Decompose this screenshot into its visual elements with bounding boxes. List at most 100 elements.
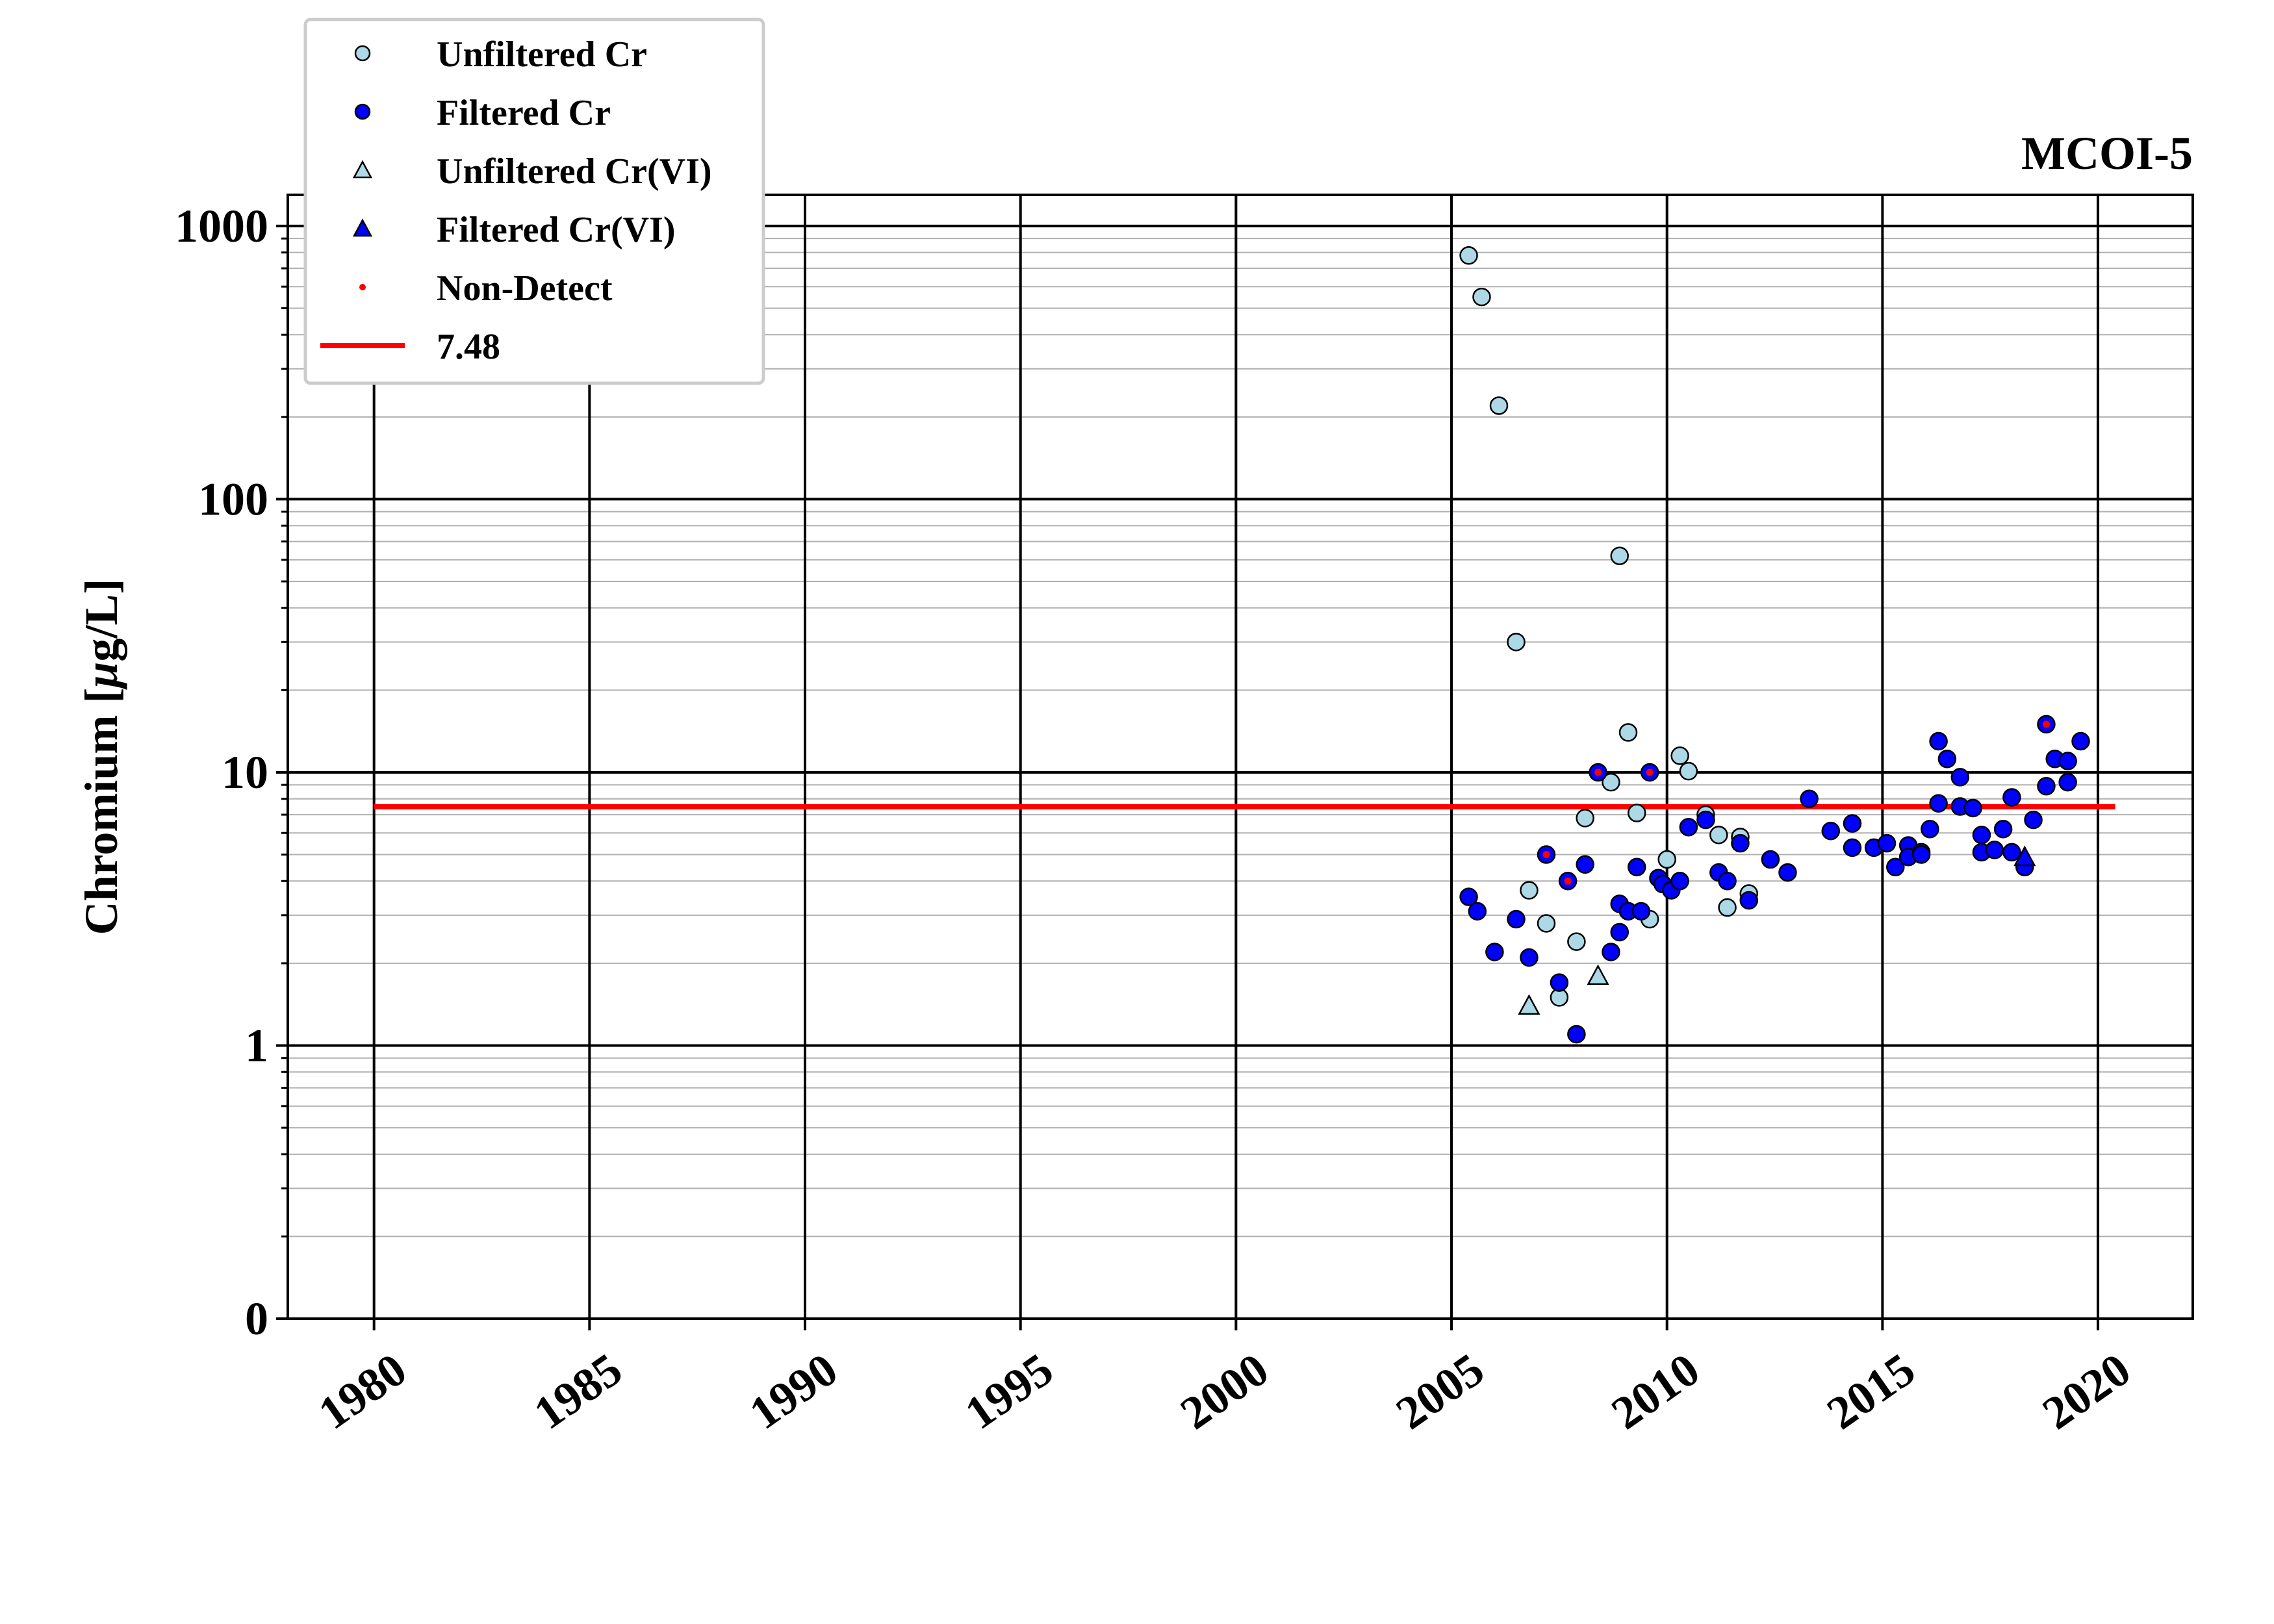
x-tick-label: 1985 bbox=[525, 1343, 632, 1440]
legend-box bbox=[303, 18, 765, 385]
filtered-cr-point bbox=[1843, 838, 1862, 857]
filtered-cr-point bbox=[1821, 821, 1841, 841]
y-tick-label: 1000 bbox=[175, 200, 268, 252]
legend-label: Non-Detect bbox=[437, 268, 613, 309]
filtered-cr-point bbox=[1911, 845, 1931, 864]
y-tick-label: 100 bbox=[198, 473, 268, 525]
unfiltered-cr-point bbox=[1718, 898, 1737, 917]
filtered-cr-point bbox=[1679, 818, 1698, 837]
x-tick-label: 1990 bbox=[740, 1343, 847, 1440]
filtered-cr-point bbox=[1929, 794, 1948, 813]
filtered-cr-point bbox=[1886, 857, 1905, 877]
unfiltered-cr-vi-point bbox=[1587, 964, 1609, 985]
unfiltered-cr-point bbox=[1507, 633, 1526, 652]
filtered-cr-point bbox=[1963, 798, 1982, 818]
filtered-cr-point bbox=[1929, 731, 1948, 751]
x-tick-label: 1995 bbox=[956, 1343, 1062, 1440]
filtered-cr-point bbox=[1993, 820, 2013, 839]
filtered-cr-point bbox=[1567, 1024, 1586, 1044]
unfiltered-cr-point bbox=[1520, 881, 1539, 900]
filtered-cr-point bbox=[1468, 902, 1487, 921]
non-detect-point bbox=[1542, 851, 1550, 859]
legend-marker-unfiltered-cr-vi bbox=[352, 160, 373, 179]
y-axis-label: Chromium [μg/L] bbox=[75, 579, 127, 935]
y-tick-label: 10 bbox=[222, 746, 268, 798]
unfiltered-cr-point bbox=[1576, 809, 1594, 828]
filtered-cr-point bbox=[1485, 943, 1504, 961]
legend-label: 7.48 bbox=[437, 327, 500, 367]
filtered-cr-point bbox=[2058, 772, 2077, 792]
legend-label: Filtered Cr(VI) bbox=[437, 210, 676, 250]
unfiltered-cr-point bbox=[1679, 761, 1698, 781]
filtered-cr-point bbox=[2058, 752, 2077, 770]
filtered-cr-point bbox=[1670, 872, 1689, 891]
filtered-cr-point bbox=[1550, 973, 1569, 992]
filtered-cr-vi-point bbox=[2013, 845, 2036, 867]
legend-marker-unfiltered-cr bbox=[354, 45, 371, 62]
y-tick-label: 0 bbox=[245, 1293, 268, 1345]
non-detect-point bbox=[2042, 720, 2050, 728]
unfiltered-cr-point bbox=[1628, 804, 1646, 822]
plot-frame bbox=[287, 194, 2194, 1320]
non-detect-point bbox=[1646, 768, 1654, 776]
legend-label: Unfiltered Cr(VI) bbox=[437, 151, 712, 192]
filtered-cr-point bbox=[1921, 820, 1939, 839]
unfiltered-cr-point bbox=[1567, 932, 1586, 951]
x-tick-label: 2005 bbox=[1386, 1343, 1493, 1440]
legend-label: Filtered Cr bbox=[437, 93, 611, 133]
x-tick-label: 2010 bbox=[1602, 1343, 1709, 1440]
unfiltered-cr-point bbox=[1610, 546, 1629, 565]
legend: Unfiltered Cr Filtered Cr Unfiltered Cr(VI… bbox=[303, 18, 765, 385]
non-detect-point bbox=[1564, 877, 1572, 885]
filtered-cr-point bbox=[1972, 826, 1991, 844]
filtered-cr-point bbox=[1800, 789, 1819, 808]
y-axis-label-mu: μ bbox=[75, 662, 127, 691]
filtered-cr-point bbox=[1459, 887, 1478, 906]
unfiltered-cr-point bbox=[1472, 287, 1491, 307]
x-tick-label: 2015 bbox=[1818, 1343, 1924, 1440]
unfiltered-cr-point bbox=[1602, 772, 1620, 792]
unfiltered-cr-point bbox=[1709, 826, 1728, 844]
filtered-cr-point bbox=[1739, 891, 1759, 910]
filtered-cr-point bbox=[1576, 855, 1594, 874]
data-points bbox=[1459, 246, 2090, 1044]
unfiltered-cr-point bbox=[1670, 746, 1689, 765]
legend-label: Unfiltered Cr bbox=[437, 34, 647, 75]
filtered-cr-point bbox=[1937, 750, 1957, 768]
y-tick-label: 1 bbox=[245, 1019, 268, 1071]
x-tick-label: 2020 bbox=[2033, 1343, 2140, 1440]
filtered-cr-point bbox=[1778, 863, 1797, 882]
non-detect-point bbox=[1594, 768, 1602, 776]
filtered-cr-point bbox=[2002, 788, 2021, 807]
filtered-cr-point bbox=[1985, 841, 2004, 859]
y-axis-label-post: g/L] bbox=[75, 579, 127, 662]
filtered-cr-point bbox=[1950, 768, 1970, 787]
unfiltered-cr-point bbox=[1489, 396, 1509, 415]
unfiltered-cr-point bbox=[1618, 723, 1638, 742]
x-axis-ticks: 1980 1985 1990 1995 2000 2005 2010 2015 2020 bbox=[309, 1319, 2140, 1440]
filtered-cr-point bbox=[2071, 731, 2090, 751]
filtered-cr-point bbox=[1631, 902, 1651, 921]
legend-marker-non-detect bbox=[359, 284, 366, 290]
x-tick-label: 2000 bbox=[1171, 1343, 1278, 1440]
y-axis-label-pre: Chromium [ bbox=[75, 688, 127, 935]
unfiltered-cr-point bbox=[1657, 850, 1676, 869]
unfiltered-cr-vi-point bbox=[1518, 994, 1540, 1015]
legend-marker-filtered-cr bbox=[354, 103, 371, 120]
filtered-cr-point bbox=[2024, 810, 2043, 830]
filtered-cr-point bbox=[1731, 833, 1750, 853]
filtered-cr-point bbox=[1520, 948, 1539, 967]
filtered-cr-point bbox=[1718, 872, 1737, 891]
filtered-cr-point bbox=[1610, 922, 1629, 942]
filtered-cr-point bbox=[1628, 857, 1646, 877]
filtered-cr-point bbox=[1877, 833, 1897, 853]
legend-marker-filtered-cr-vi bbox=[352, 218, 373, 237]
chart-title: MCOI-5 bbox=[2021, 127, 2193, 179]
x-tick-label: 1980 bbox=[309, 1343, 416, 1440]
filtered-cr-point bbox=[1843, 814, 1862, 833]
filtered-cr-point bbox=[1602, 943, 1620, 961]
filtered-cr-point bbox=[2037, 776, 2056, 796]
filtered-cr-point bbox=[1507, 909, 1526, 929]
filtered-cr-point bbox=[1761, 850, 1780, 869]
